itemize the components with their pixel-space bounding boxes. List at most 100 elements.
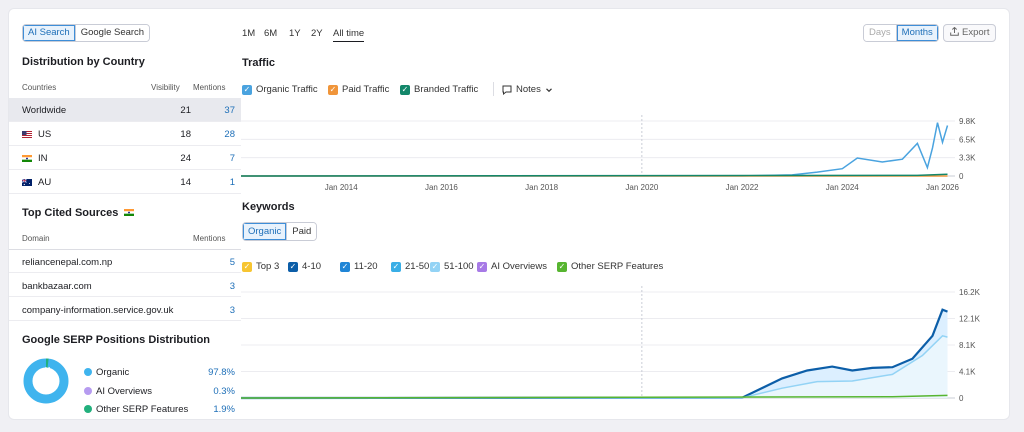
notes-dropdown[interactable]: Notes xyxy=(502,84,553,95)
checkbox-icon: ✓ xyxy=(328,84,338,95)
us-flag-icon xyxy=(22,131,32,138)
right-panel: 1M 6M 1Y 2Y All time Days Months Export … xyxy=(241,9,1009,419)
x-tick-label: Jan 2022 xyxy=(726,183,759,191)
period-all-time[interactable]: All time xyxy=(333,28,365,42)
y-tick-label: 8.1K xyxy=(959,341,976,350)
y-tick-label: 6.5K xyxy=(959,135,976,144)
legend-organic-traffic[interactable]: ✓ Organic Traffic xyxy=(242,84,318,95)
y-tick-label: 4.1K xyxy=(959,368,976,377)
country-row-us[interactable]: US 18 28 xyxy=(9,122,241,146)
country-row-in[interactable]: IN 24 7 xyxy=(9,146,241,170)
serp-donut-chart: 11 xyxy=(23,358,69,404)
legend-paid-traffic[interactable]: ✓ Paid Traffic xyxy=(328,84,390,95)
y-tick-label: 0 xyxy=(959,172,964,181)
y-tick-label: 16.2K xyxy=(959,288,981,297)
col-visibility: Visibility xyxy=(151,83,180,92)
x-tick-label: Jan 2020 xyxy=(625,183,658,191)
india-flag-icon xyxy=(124,209,135,216)
col-source-mentions: Mentions xyxy=(193,234,226,243)
series-line-other-serp-features xyxy=(241,394,948,399)
keywords-title: Keywords xyxy=(242,201,295,213)
export-button[interactable]: Export xyxy=(943,24,997,42)
checkbox-icon: ✓ xyxy=(430,261,440,272)
x-tick-label: Jan 2020 xyxy=(625,405,658,406)
paid-tab[interactable]: Paid xyxy=(286,223,317,240)
source-row[interactable]: bankbazaar.com 3 xyxy=(9,273,241,297)
organic-tab[interactable]: Organic xyxy=(243,223,287,240)
domain-overview-card: AI Search Google Search Distribution by … xyxy=(8,8,1010,420)
col-domain: Domain xyxy=(22,234,50,243)
country-row-au[interactable]: AU 14 1 xyxy=(9,170,241,194)
chevron-down-icon xyxy=(545,87,552,92)
y-tick-label: 9.8K xyxy=(959,117,976,126)
x-tick-label: Jan 2026 xyxy=(926,183,959,191)
x-tick-label: Jan 2018 xyxy=(525,405,558,406)
serp-value-other: 1.9% xyxy=(213,404,235,415)
legend-top-3[interactable]: ✓ Top 3 xyxy=(242,261,280,272)
checkbox-icon: ✓ xyxy=(400,84,410,95)
donut-label: 11 xyxy=(44,367,51,374)
india-flag-icon xyxy=(22,155,32,162)
notes-icon xyxy=(502,85,512,95)
legend-11-20[interactable]: ✓ 11-20 xyxy=(340,261,378,272)
checkbox-icon: ✓ xyxy=(340,261,350,272)
period-2y[interactable]: 2Y xyxy=(311,28,323,39)
search-engine-toggle: AI Search Google Search xyxy=(22,24,151,42)
x-tick-label: Jan 2024 xyxy=(826,183,859,191)
serp-value-ai: 0.3% xyxy=(213,386,235,397)
checkbox-icon: ✓ xyxy=(242,261,252,272)
legend-ai-overviews[interactable]: ✓ AI Overviews xyxy=(477,261,547,272)
x-tick-label: Jan 2026 xyxy=(926,405,959,406)
legend-21-50[interactable]: ✓ 21-50 xyxy=(391,261,430,272)
serp-value-organic: 97.8% xyxy=(208,367,235,378)
distribution-title: Distribution by Country xyxy=(22,56,145,68)
x-tick-label: Jan 2016 xyxy=(425,183,458,191)
legend-branded-traffic[interactable]: ✓ Branded Traffic xyxy=(400,84,479,95)
y-tick-label: 0 xyxy=(959,394,964,403)
granularity-toggle: Days Months xyxy=(863,24,939,42)
traffic-title: Traffic xyxy=(242,57,276,69)
period-6m[interactable]: 6M xyxy=(264,28,278,39)
days-button[interactable]: Days xyxy=(864,25,896,41)
x-tick-label: Jan 2022 xyxy=(726,405,759,406)
col-mentions: Mentions xyxy=(193,83,226,92)
col-countries: Countries xyxy=(22,83,57,92)
serp-legend-ai: AI Overviews xyxy=(84,386,152,397)
serp-distribution-title: Google SERP Positions Distribution xyxy=(22,334,211,346)
export-icon xyxy=(950,26,959,36)
legend-51-100[interactable]: ✓ 51-100 xyxy=(430,261,474,272)
y-tick-label: 3.3K xyxy=(959,154,976,163)
organic-dot-icon xyxy=(84,368,92,376)
checkbox-icon: ✓ xyxy=(477,261,487,272)
period-1m[interactable]: 1M xyxy=(242,28,256,39)
legend-other-serp-features[interactable]: ✓ Other SERP Features xyxy=(557,261,664,272)
checkbox-icon: ✓ xyxy=(242,84,252,95)
source-row[interactable]: company-information.service.gov.uk 3 xyxy=(9,297,241,321)
traffic-chart: 9.8K 6.5K 3.3K 0 Jan 2014 Jan 2016 Jan 2018 Jan… xyxy=(241,115,976,191)
checkbox-icon: ✓ xyxy=(288,261,298,272)
y-tick-label: 12.1K xyxy=(959,315,981,324)
serp-legend-other: Other SERP Features xyxy=(84,404,188,415)
x-tick-label: Jan 2014 xyxy=(325,183,358,191)
x-tick-label: Jan 2018 xyxy=(525,183,558,191)
australia-flag-icon xyxy=(22,179,32,186)
series-line-51-100 xyxy=(241,334,948,399)
x-tick-label: Jan 2024 xyxy=(826,405,859,406)
country-row-worldwide[interactable]: Worldwide 21 37 xyxy=(9,98,241,122)
checkbox-icon: ✓ xyxy=(557,261,567,272)
series-line-organic-traffic xyxy=(241,122,949,177)
period-1y[interactable]: 1Y xyxy=(289,28,301,39)
months-button[interactable]: Months xyxy=(895,25,938,41)
legend-4-10[interactable]: ✓ 4-10 xyxy=(288,261,322,272)
google-search-tab[interactable]: Google Search xyxy=(74,25,150,41)
source-row[interactable]: reliancenepal.com.np 5 xyxy=(9,249,241,273)
other-serp-dot-icon xyxy=(84,405,92,413)
ai-search-tab[interactable]: AI Search xyxy=(23,25,75,41)
series-area-51-100 xyxy=(241,335,948,398)
left-panel: AI Search Google Search Distribution by … xyxy=(9,9,241,419)
keywords-chart: 16.2K 12.1K 8.1K 4.1K 0 Jan 2014 Jan 2016 Jan 2… xyxy=(241,286,981,406)
serp-legend-organic: Organic xyxy=(84,367,129,378)
checkbox-icon: ✓ xyxy=(391,261,401,272)
series-line-4-10 xyxy=(241,308,948,400)
ai-overviews-dot-icon xyxy=(84,387,92,395)
